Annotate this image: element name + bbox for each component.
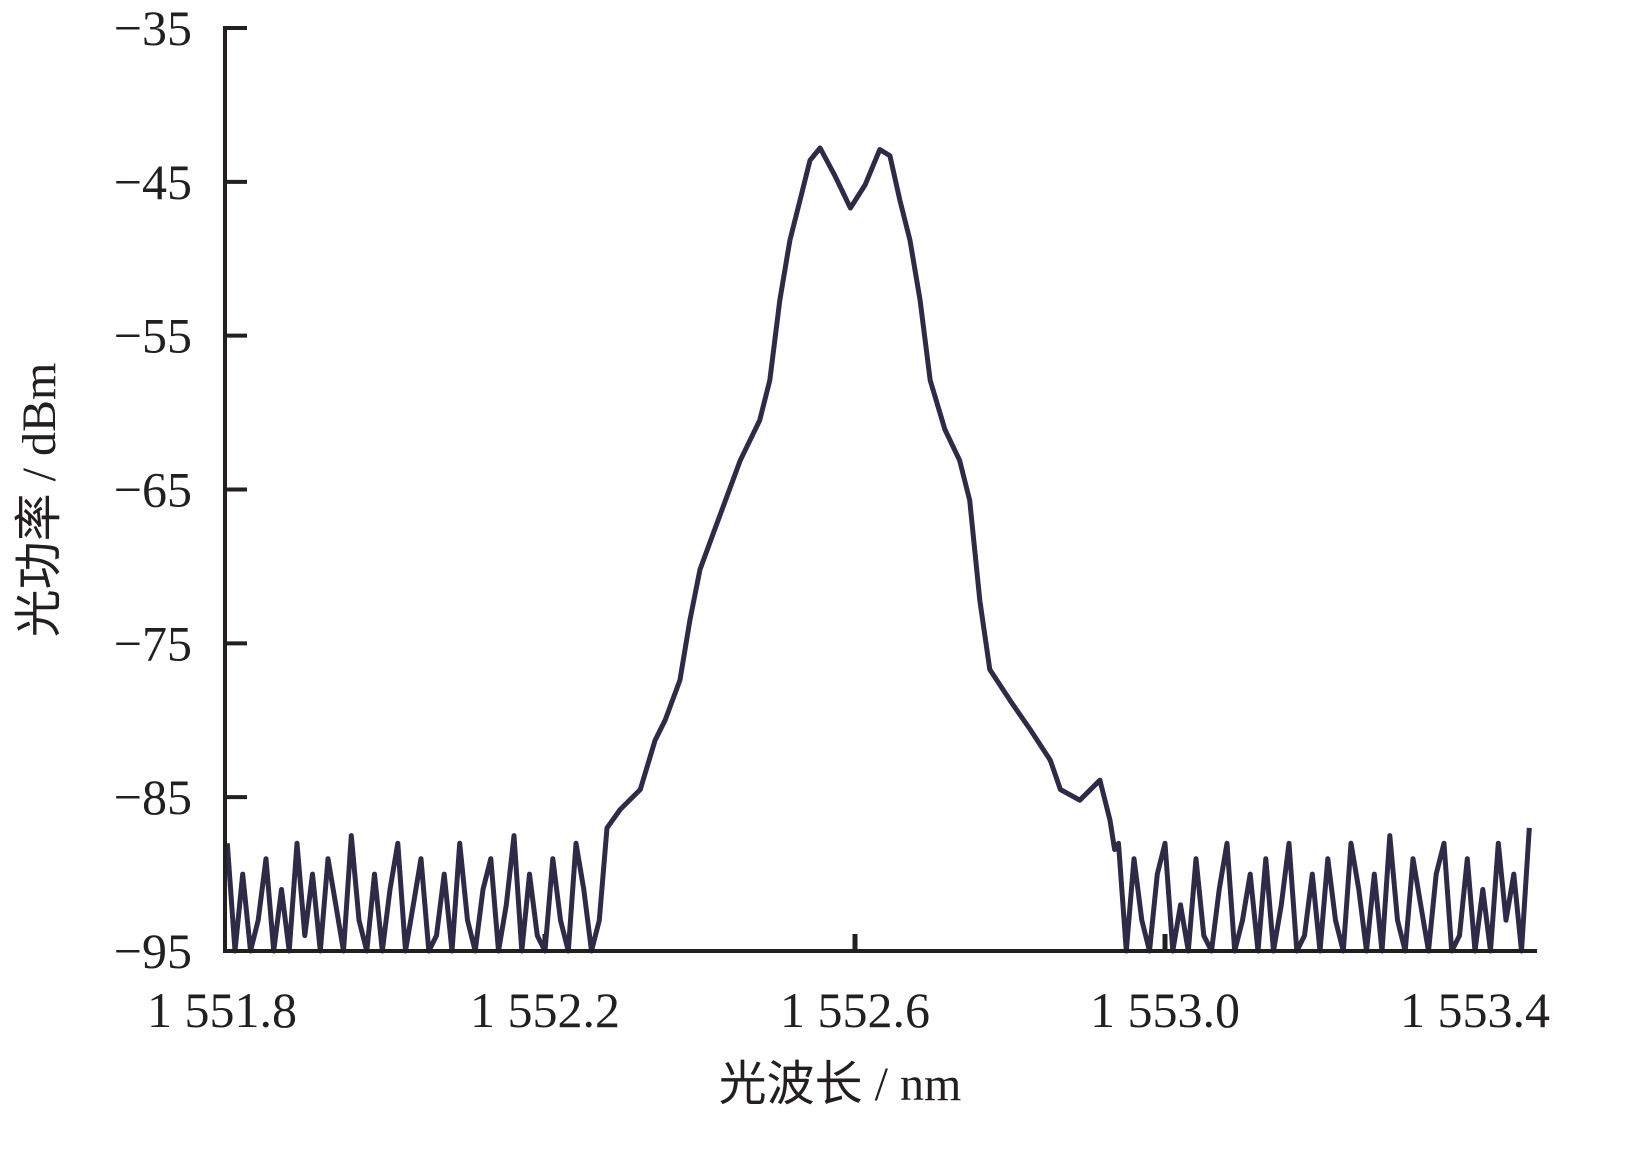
y-tick-label: −95 (114, 923, 192, 979)
y-tick-label: −35 (114, 0, 192, 56)
y-tick-label: −75 (114, 615, 192, 671)
y-tick-label: −85 (114, 769, 192, 825)
x-tick-label: 1 552.2 (470, 982, 620, 1038)
y-axis-ticks: −35 −45 −55 −65 −75 −85 −95 (114, 0, 247, 979)
x-tick-label: 1 552.6 (780, 982, 930, 1038)
x-tick-label: 1 553.4 (1400, 982, 1550, 1038)
y-tick-label: −55 (114, 308, 192, 364)
x-tick-label: 1 551.8 (147, 982, 297, 1038)
y-axis-label: 光功率 / dBm (13, 363, 66, 638)
y-tick-label: −45 (114, 154, 192, 210)
y-tick-label: −65 (114, 462, 192, 518)
spectrum-line (224, 145, 1532, 954)
x-tick-label: 1 553.0 (1090, 982, 1240, 1038)
x-axis-label: 光波长 / nm (719, 1058, 962, 1111)
